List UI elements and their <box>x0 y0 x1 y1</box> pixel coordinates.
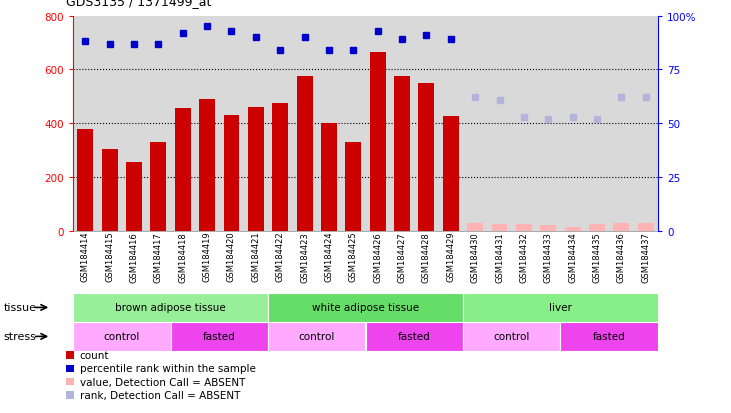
Bar <box>77 129 94 231</box>
Bar <box>268 322 366 351</box>
Bar <box>268 293 463 322</box>
Bar <box>467 223 483 231</box>
Bar <box>102 150 118 231</box>
Text: white adipose tissue: white adipose tissue <box>312 303 419 313</box>
Text: GSM184423: GSM184423 <box>300 231 309 282</box>
Bar <box>564 227 580 231</box>
Text: GSM184419: GSM184419 <box>202 231 211 282</box>
Text: GSM184428: GSM184428 <box>422 231 431 282</box>
Bar <box>272 104 288 231</box>
Text: GDS3135 / 1371499_at: GDS3135 / 1371499_at <box>66 0 211 8</box>
Text: GSM184432: GSM184432 <box>520 231 529 282</box>
Text: count: count <box>80 350 109 360</box>
Text: GSM184426: GSM184426 <box>374 231 382 282</box>
Text: GSM184414: GSM184414 <box>81 231 90 282</box>
Text: fasted: fasted <box>593 332 626 342</box>
Text: rank, Detection Call = ABSENT: rank, Detection Call = ABSENT <box>80 390 240 400</box>
Text: GSM184420: GSM184420 <box>227 231 236 282</box>
Bar <box>589 225 605 231</box>
Text: percentile rank within the sample: percentile rank within the sample <box>80 363 256 373</box>
Text: GSM184416: GSM184416 <box>129 231 138 282</box>
Text: GSM184421: GSM184421 <box>251 231 260 282</box>
Text: GSM184427: GSM184427 <box>398 231 406 282</box>
Text: brown adipose tissue: brown adipose tissue <box>115 303 226 313</box>
Bar <box>151 143 167 231</box>
Bar <box>637 223 654 231</box>
Text: GSM184425: GSM184425 <box>349 231 357 282</box>
Bar <box>443 117 459 231</box>
Bar <box>199 100 215 231</box>
Text: value, Detection Call = ABSENT: value, Detection Call = ABSENT <box>80 377 245 387</box>
Text: GSM184415: GSM184415 <box>105 231 114 282</box>
Text: GSM184424: GSM184424 <box>325 231 333 282</box>
Text: GSM184430: GSM184430 <box>471 231 480 282</box>
Text: control: control <box>104 332 140 342</box>
Bar <box>540 226 556 231</box>
Bar <box>366 322 463 351</box>
Text: control: control <box>493 332 530 342</box>
Text: GSM184422: GSM184422 <box>276 231 284 282</box>
Text: tissue: tissue <box>4 303 37 313</box>
Text: GSM184429: GSM184429 <box>447 231 455 282</box>
Text: GSM184436: GSM184436 <box>617 231 626 282</box>
Bar <box>346 143 361 231</box>
Bar <box>297 77 313 231</box>
Text: fasted: fasted <box>398 332 431 342</box>
Bar <box>516 225 531 231</box>
Text: GSM184417: GSM184417 <box>154 231 163 282</box>
Text: stress: stress <box>4 332 37 342</box>
Bar <box>248 108 264 231</box>
Bar <box>491 225 507 231</box>
Bar <box>170 322 268 351</box>
Text: GSM184434: GSM184434 <box>568 231 577 282</box>
Bar <box>613 223 629 231</box>
Bar <box>370 53 386 231</box>
Bar <box>561 322 658 351</box>
Text: liver: liver <box>549 303 572 313</box>
Text: GSM184431: GSM184431 <box>495 231 504 282</box>
Bar <box>418 83 434 231</box>
Bar <box>394 77 410 231</box>
Text: GSM184433: GSM184433 <box>544 231 553 282</box>
Text: control: control <box>298 332 335 342</box>
Text: GSM184437: GSM184437 <box>641 231 650 282</box>
Text: GSM184418: GSM184418 <box>178 231 187 282</box>
Text: GSM184435: GSM184435 <box>593 231 602 282</box>
Text: fasted: fasted <box>203 332 235 342</box>
Bar <box>463 293 658 322</box>
Bar <box>224 116 240 231</box>
Bar <box>463 322 561 351</box>
Bar <box>73 322 170 351</box>
Bar <box>126 163 142 231</box>
Bar <box>321 124 337 231</box>
Bar <box>73 293 268 322</box>
Bar <box>175 109 191 231</box>
